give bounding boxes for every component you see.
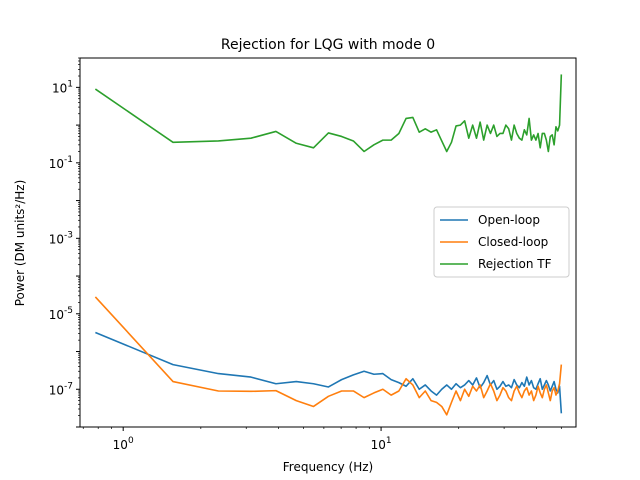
x-tick-label: 101: [371, 436, 392, 452]
plot-area: [79, 57, 577, 428]
x-axis-ticks: 100 101: [82, 427, 562, 452]
legend: Open-loop Closed-loop Rejection TF: [433, 206, 570, 278]
y-tick-label: 10-3: [49, 230, 73, 246]
chart-title: Rejection for LQG with mode 0: [221, 37, 435, 53]
legend-label: Closed-loop: [478, 235, 548, 249]
legend-box: [433, 206, 570, 278]
y-axis-label: Power (DM units²/Hz): [13, 180, 27, 307]
series-line-0: [95, 331, 563, 414]
y-tick-label: 101: [52, 79, 73, 95]
legend-label: Open-loop: [478, 213, 540, 227]
series-line-1: [94, 296, 563, 416]
x-axis-label: Frequency (Hz): [283, 460, 374, 474]
legend-label: Rejection TF: [478, 257, 552, 271]
y-tick-label: 10-7: [49, 381, 73, 397]
x-tick-label: 100: [113, 436, 134, 452]
series-line-2: [94, 74, 563, 153]
y-tick-label: 10-1: [49, 155, 73, 171]
series-lines: [94, 74, 563, 416]
y-axis-ticks: 10-7 10-5 10-3 10-1 101: [49, 57, 80, 428]
y-tick-label: 10-5: [49, 306, 73, 322]
